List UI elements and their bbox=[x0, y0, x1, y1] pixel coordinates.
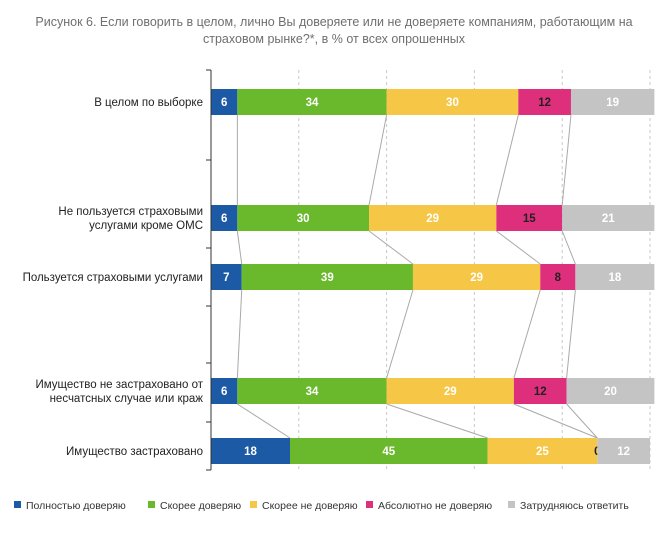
data-label: 34 bbox=[306, 386, 319, 398]
category-label: Не пользуется страховыми услугами кроме О… bbox=[58, 206, 203, 232]
legend-swatch bbox=[508, 501, 515, 508]
bar-segment bbox=[487, 438, 598, 464]
data-label: 6 bbox=[221, 97, 227, 109]
connector-line bbox=[513, 403, 598, 439]
legend: Полностью доверяю Скорее доверяю Скорее не… bbox=[14, 500, 664, 516]
data-label: 19 bbox=[606, 97, 619, 109]
data-label: 18 bbox=[244, 446, 257, 458]
bar-segment bbox=[412, 264, 541, 290]
data-label: 39 bbox=[321, 272, 334, 284]
bar-segment bbox=[237, 205, 370, 231]
data-label: 30 bbox=[446, 97, 459, 109]
legend-item: Скорее не доверяю bbox=[250, 500, 358, 512]
data-label: 30 bbox=[297, 213, 310, 225]
bar-segment bbox=[237, 89, 387, 115]
connector-line bbox=[236, 289, 243, 379]
data-label: 29 bbox=[444, 386, 457, 398]
category-labels: В целом по выборке Не пользуется страховы… bbox=[23, 97, 204, 458]
bar-segment bbox=[496, 205, 563, 231]
legend-item: Затрудняюсь ответить bbox=[508, 500, 629, 512]
connector-lines bbox=[236, 114, 598, 439]
data-label: 6 bbox=[221, 213, 227, 225]
bar-segment bbox=[211, 205, 238, 231]
connector-line bbox=[236, 230, 243, 265]
bar-segment bbox=[211, 264, 242, 290]
data-label: 12 bbox=[534, 386, 547, 398]
bar-segment bbox=[241, 264, 413, 290]
category-label: Имущество застраховано bbox=[66, 446, 203, 458]
connector-line bbox=[561, 230, 576, 265]
data-label: 12 bbox=[538, 97, 551, 109]
bar-segment bbox=[518, 89, 571, 115]
chart-title: Рисунок 6. Если говорить в целом, лично … bbox=[0, 14, 668, 48]
chart-title-line1: Рисунок 6. Если говорить в целом, лично … bbox=[35, 15, 633, 29]
connector-line bbox=[566, 403, 598, 439]
connector-line bbox=[561, 114, 572, 206]
connector-line bbox=[513, 289, 541, 379]
legend-item: Абсолютно не доверяю bbox=[366, 500, 492, 512]
bar-segment bbox=[290, 438, 488, 464]
data-label: 8 bbox=[555, 272, 562, 284]
bar-segment bbox=[211, 378, 238, 404]
bar-segment bbox=[211, 438, 291, 464]
data-label: 25 bbox=[536, 446, 549, 458]
bar-segment bbox=[540, 264, 576, 290]
data-label: 29 bbox=[470, 272, 483, 284]
data-label: 29 bbox=[426, 213, 439, 225]
connector-line bbox=[566, 289, 576, 379]
legend-label: Абсолютно не доверяю bbox=[378, 500, 493, 512]
legend-label: Затрудняюсь ответить bbox=[520, 500, 629, 512]
data-label: 18 bbox=[608, 272, 621, 284]
legend-swatch bbox=[366, 501, 373, 508]
bar-segment bbox=[562, 205, 655, 231]
bar-segment bbox=[237, 378, 387, 404]
chart-subtitle: страховом рынке?*, в % от всех опрошенны… bbox=[203, 32, 465, 46]
category-label: В целом по выборке bbox=[94, 97, 203, 109]
bar-segment bbox=[597, 438, 650, 464]
data-label: 15 bbox=[523, 213, 536, 225]
bar-segment bbox=[513, 378, 567, 404]
bar-segment bbox=[369, 205, 497, 231]
connector-line bbox=[237, 403, 291, 439]
connector-line bbox=[496, 230, 541, 265]
category-label: Имущество не застраховано от несчатсных с… bbox=[35, 379, 203, 405]
data-label: 6 bbox=[221, 386, 227, 398]
bar-segment bbox=[386, 89, 519, 115]
connector-line bbox=[495, 114, 519, 206]
bar-segment bbox=[575, 264, 655, 290]
data-label: 21 bbox=[602, 213, 615, 225]
data-label: 45 bbox=[382, 446, 395, 458]
legend-label: Полностью доверяю bbox=[26, 500, 126, 512]
bar-segment bbox=[570, 89, 655, 115]
category-label: Пользуется страховыми услугами bbox=[23, 272, 203, 284]
connector-line bbox=[386, 289, 414, 379]
legend-label: Скорее не доверяю bbox=[262, 500, 358, 512]
legend-swatch bbox=[250, 501, 257, 508]
data-label: 34 bbox=[306, 97, 319, 109]
legend-label: Скорее доверяю bbox=[160, 500, 242, 512]
category-axis bbox=[206, 69, 212, 471]
data-label: 12 bbox=[617, 446, 630, 458]
bar-segments: 6 34 30 12 19 6 30 29 15 21 7 39 29 8 18 6 34 29 12 20 18 45 2… bbox=[211, 89, 655, 464]
data-label: 20 bbox=[604, 386, 617, 398]
connector-line bbox=[386, 403, 488, 439]
connector-line bbox=[368, 114, 388, 206]
bar-segment bbox=[566, 378, 655, 404]
connector-line bbox=[368, 230, 414, 265]
bar-segment bbox=[211, 89, 238, 115]
bar-segment bbox=[386, 378, 514, 404]
data-label: 7 bbox=[223, 272, 229, 284]
legend-item: Полностью доверяю bbox=[14, 500, 126, 512]
legend-swatch bbox=[148, 501, 155, 508]
legend-item: Скорее доверяю bbox=[148, 500, 241, 512]
legend-swatch bbox=[14, 501, 21, 508]
